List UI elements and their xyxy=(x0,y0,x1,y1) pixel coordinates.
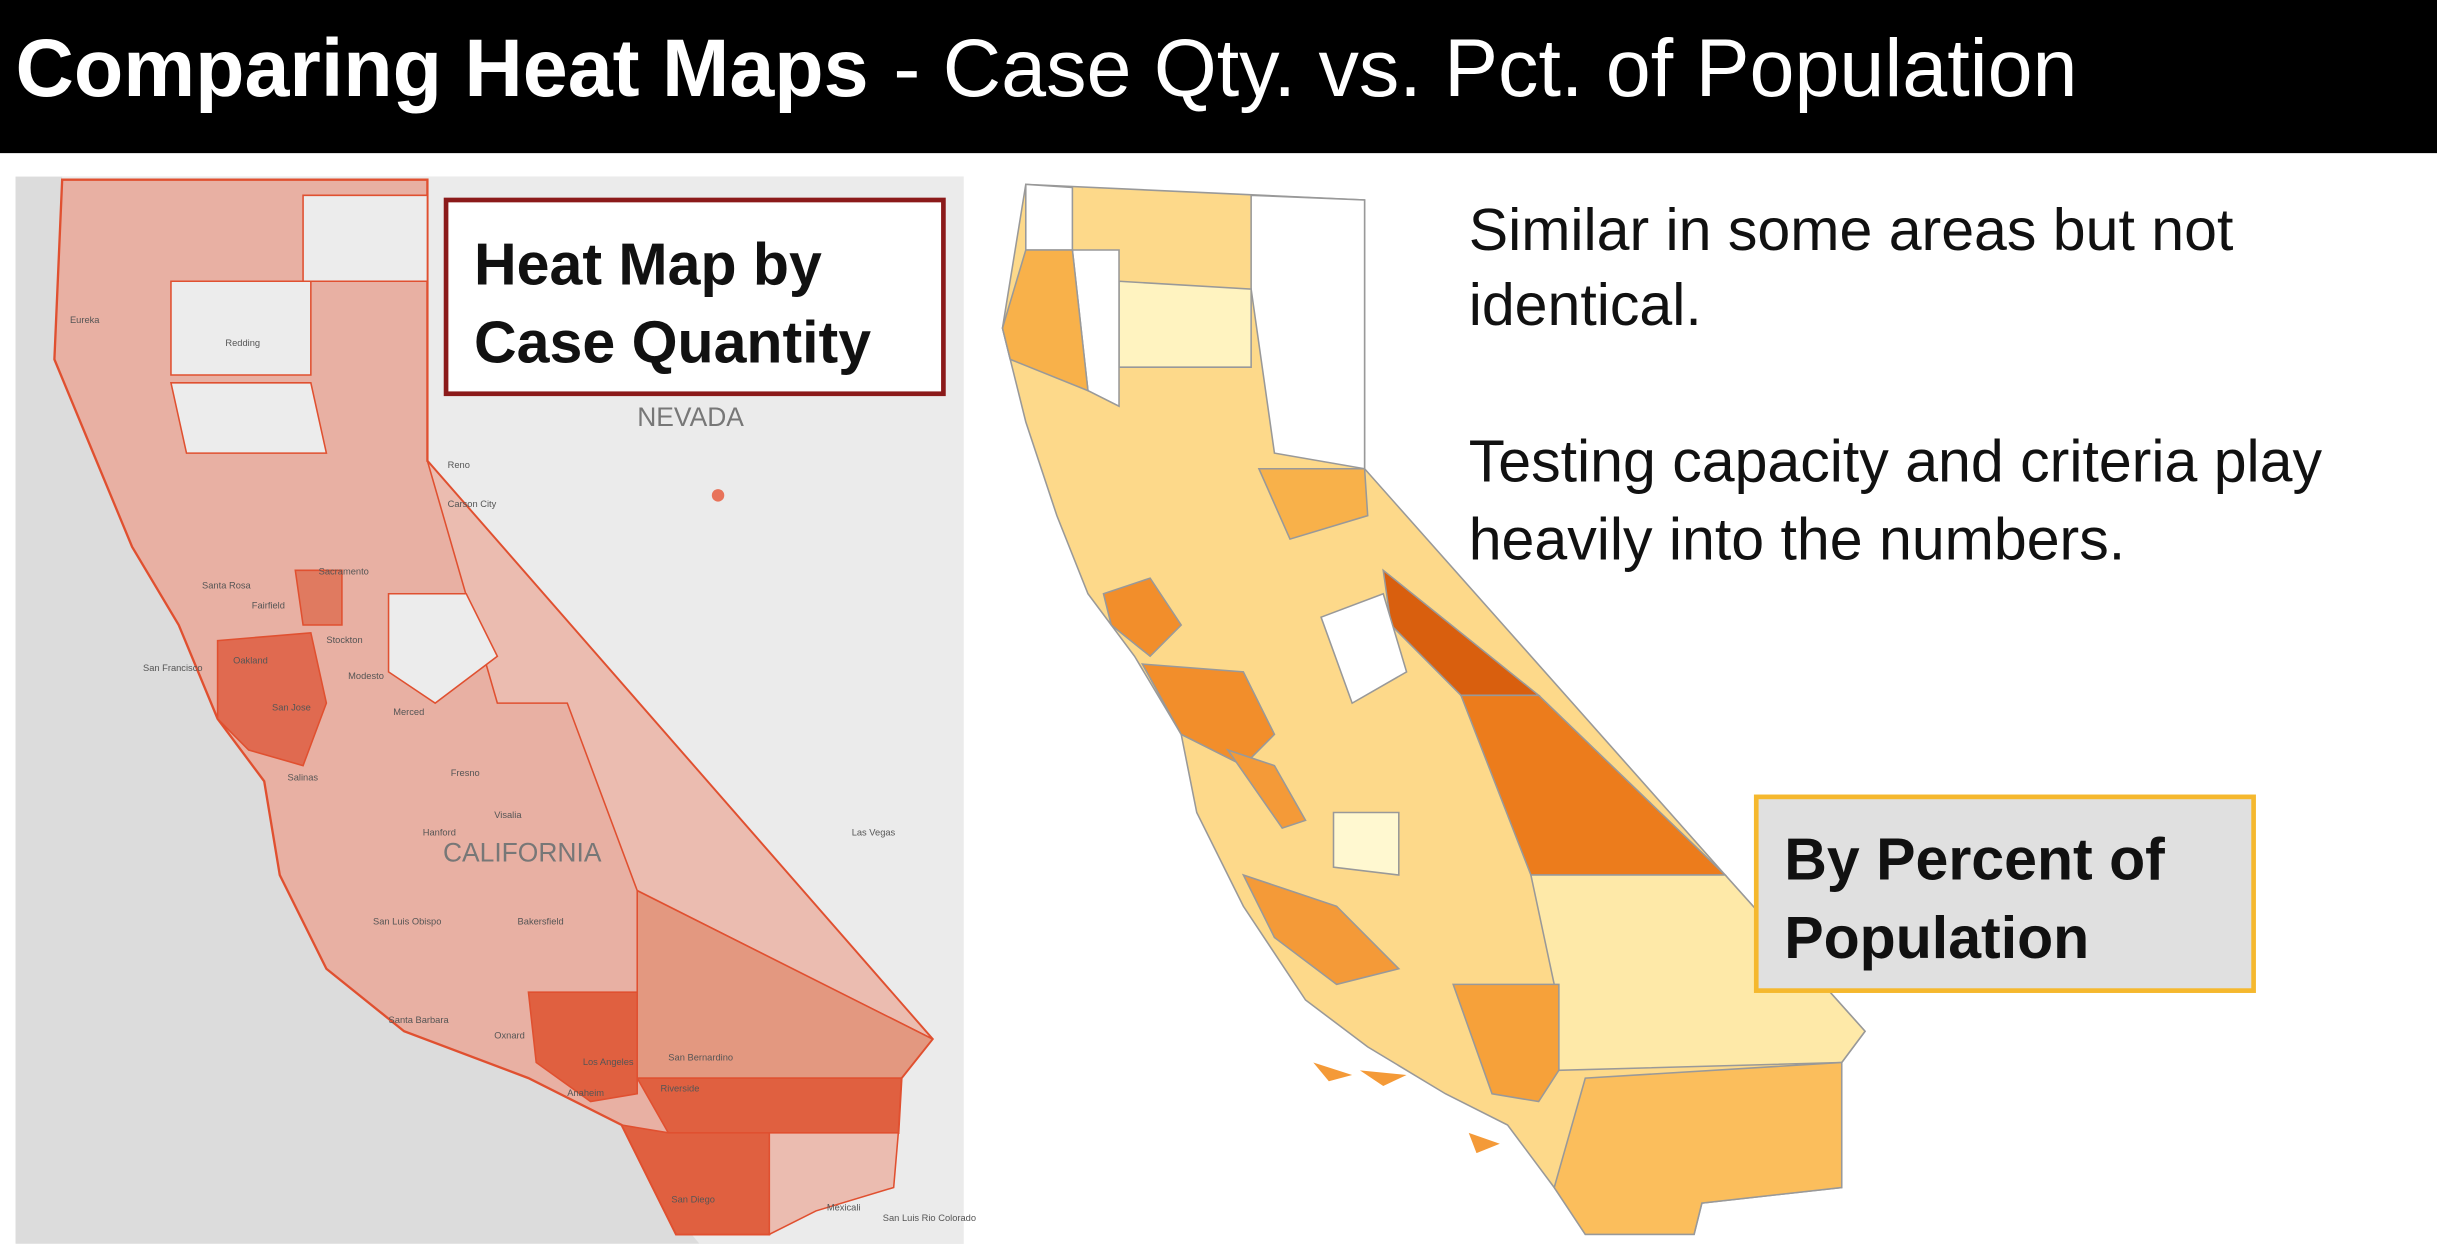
body-text: heavily into the numbers. xyxy=(1469,505,2125,572)
place-label: San Jose xyxy=(272,702,311,712)
place-label: Riverside xyxy=(661,1084,700,1094)
place-label: Oakland xyxy=(233,655,268,665)
place-label: Fresno xyxy=(451,768,480,778)
place-label: San Francisco xyxy=(143,663,203,673)
map-label: Heat Map by xyxy=(474,230,822,297)
county xyxy=(387,592,499,705)
place-label: Oxnard xyxy=(494,1030,525,1040)
title-rest: - Case Qty. vs. Pct. of Population xyxy=(893,24,2077,114)
place-label: San Luis Obispo xyxy=(373,916,441,926)
county xyxy=(1332,811,1400,876)
place-label: Fairfield xyxy=(252,601,285,611)
county xyxy=(1140,663,1276,767)
county xyxy=(768,1132,900,1236)
county xyxy=(302,194,429,283)
county xyxy=(527,991,639,1103)
place-label: Merced xyxy=(393,707,424,717)
body-text: Similar in some areas but not xyxy=(1469,196,2234,263)
body-text: identical. xyxy=(1469,271,1702,338)
county xyxy=(1553,1061,1843,1236)
county xyxy=(1320,592,1408,705)
title-bold: Comparing Heat Maps xyxy=(16,24,869,114)
place-label: Reno xyxy=(448,460,470,470)
county xyxy=(294,569,343,626)
island xyxy=(1313,1062,1353,1082)
body-text: Testing capacity and criteria play xyxy=(1469,427,2323,494)
place-label: Santa Rosa xyxy=(202,580,251,590)
place-label: Visalia xyxy=(494,810,522,820)
place-label: Los Angeles xyxy=(583,1057,634,1067)
title-bar xyxy=(0,0,2437,154)
place-label: Anaheim xyxy=(567,1088,604,1098)
place-label: San Bernardino xyxy=(668,1052,733,1062)
place-label: Stockton xyxy=(326,635,362,645)
place-label: San Diego xyxy=(671,1194,715,1204)
county xyxy=(1452,983,1560,1103)
place-label: Carson City xyxy=(448,499,497,509)
place-label: Sacramento xyxy=(319,566,369,576)
island xyxy=(1468,1132,1500,1154)
map-label: Population xyxy=(1784,904,2089,971)
place-label: Santa Barbara xyxy=(389,1015,450,1025)
island xyxy=(1359,1070,1407,1086)
county xyxy=(1241,873,1401,986)
region-label: NEVADA xyxy=(637,402,744,432)
percent-map xyxy=(1001,183,1867,1236)
place-label: Las Vegas xyxy=(852,827,896,837)
county xyxy=(1001,249,1089,392)
case-quantity-map: NEVADA CALIFORNIA Eureka Redding Reno Ca… xyxy=(15,176,976,1244)
county xyxy=(1118,280,1252,368)
place-label: Salinas xyxy=(288,773,319,783)
county xyxy=(216,631,328,767)
title: Comparing Heat Maps - Case Qty. vs. Pct. … xyxy=(16,24,2078,114)
place-label: San Luis Rio Colorado xyxy=(883,1213,976,1223)
county xyxy=(1025,183,1074,251)
map-label: Case Quantity xyxy=(474,308,871,375)
map-label: By Percent of xyxy=(1784,826,2165,893)
place-label: Eureka xyxy=(70,315,100,325)
county xyxy=(1225,748,1307,830)
county xyxy=(170,280,312,376)
county xyxy=(1250,194,1366,470)
place-label: Bakersfield xyxy=(518,916,564,926)
county xyxy=(169,382,328,454)
region-label: CALIFORNIA xyxy=(443,838,602,868)
label-box xyxy=(443,197,946,397)
place-label: Mexicali xyxy=(827,1202,861,1212)
label-box xyxy=(1753,794,2256,993)
place-label: Hanford xyxy=(423,827,456,837)
county xyxy=(1257,467,1369,541)
county xyxy=(1102,577,1183,658)
place-label: Redding xyxy=(225,338,260,348)
marker xyxy=(711,489,725,502)
place-label: Modesto xyxy=(348,671,384,681)
